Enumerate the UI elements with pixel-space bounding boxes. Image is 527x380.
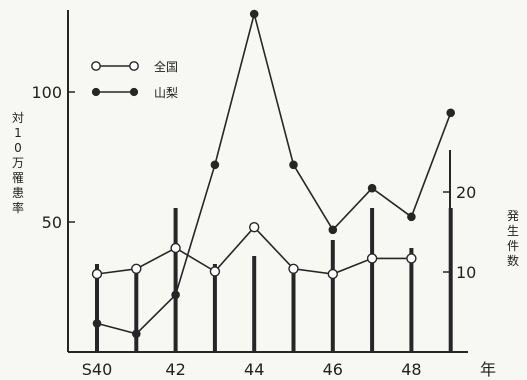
x-tick-label: 44	[244, 360, 264, 379]
open-point	[288, 263, 299, 274]
axis-label-char: 数	[507, 253, 519, 268]
bar	[291, 272, 296, 352]
filled-point	[210, 160, 220, 170]
axis-label-char: 生	[507, 224, 519, 238]
axis-label-char: 率	[12, 200, 24, 215]
left-tick-label: 100	[31, 83, 62, 102]
bars	[95, 208, 453, 352]
open-point	[209, 266, 221, 277]
filled-point	[171, 290, 180, 300]
legend-marker	[91, 87, 101, 97]
filled-point	[446, 108, 456, 118]
filled-point	[407, 212, 416, 222]
open-point	[170, 242, 181, 254]
bar	[252, 256, 257, 352]
legend-label: 山梨	[154, 86, 178, 100]
bar	[134, 272, 139, 352]
open-point	[131, 263, 142, 274]
axis-label-char: 患	[12, 186, 24, 200]
bar	[370, 208, 375, 352]
axis-label-char: 件	[507, 239, 519, 253]
legend-label: 全国	[154, 59, 178, 74]
series-line-2	[96, 10, 452, 335]
open-point	[366, 253, 378, 264]
legend-marker	[129, 61, 139, 71]
axes	[67, 10, 468, 353]
axis-label-char: 発	[507, 209, 519, 223]
axis-label-char: 対	[12, 111, 24, 125]
x-tick-label: 46	[323, 360, 343, 379]
legend-marker	[129, 87, 139, 97]
open-point	[327, 268, 338, 280]
axis-label-char: 罹	[12, 171, 24, 185]
open-point	[406, 253, 417, 264]
filled-point	[289, 160, 298, 170]
right-tick-label: 10	[456, 263, 476, 282]
series-lines	[96, 10, 452, 335]
right-tick-label: 20	[456, 183, 476, 202]
bar	[173, 208, 178, 352]
series-markers	[91, 9, 456, 339]
filled-point	[131, 329, 141, 339]
axis-label-char: 万	[12, 156, 24, 170]
left-tick-label: 50	[42, 213, 62, 232]
filled-point	[328, 225, 338, 235]
bar	[95, 264, 99, 352]
x-tick-label: S40	[82, 360, 113, 379]
x-tick-label: 48	[401, 360, 421, 379]
bar	[409, 248, 414, 352]
bar	[448, 208, 453, 352]
x-tick-label: 42	[165, 360, 185, 379]
bar	[212, 264, 217, 352]
filled-point	[92, 319, 102, 328]
filled-point	[249, 9, 259, 19]
axis-label-char: 0	[14, 141, 22, 155]
axis-label-char: 1	[14, 126, 22, 140]
legend-marker	[91, 61, 101, 71]
x-axis-label: 年	[480, 360, 496, 379]
open-point	[248, 221, 260, 233]
open-point	[91, 268, 103, 280]
filled-point	[367, 183, 377, 193]
bar	[330, 240, 335, 352]
